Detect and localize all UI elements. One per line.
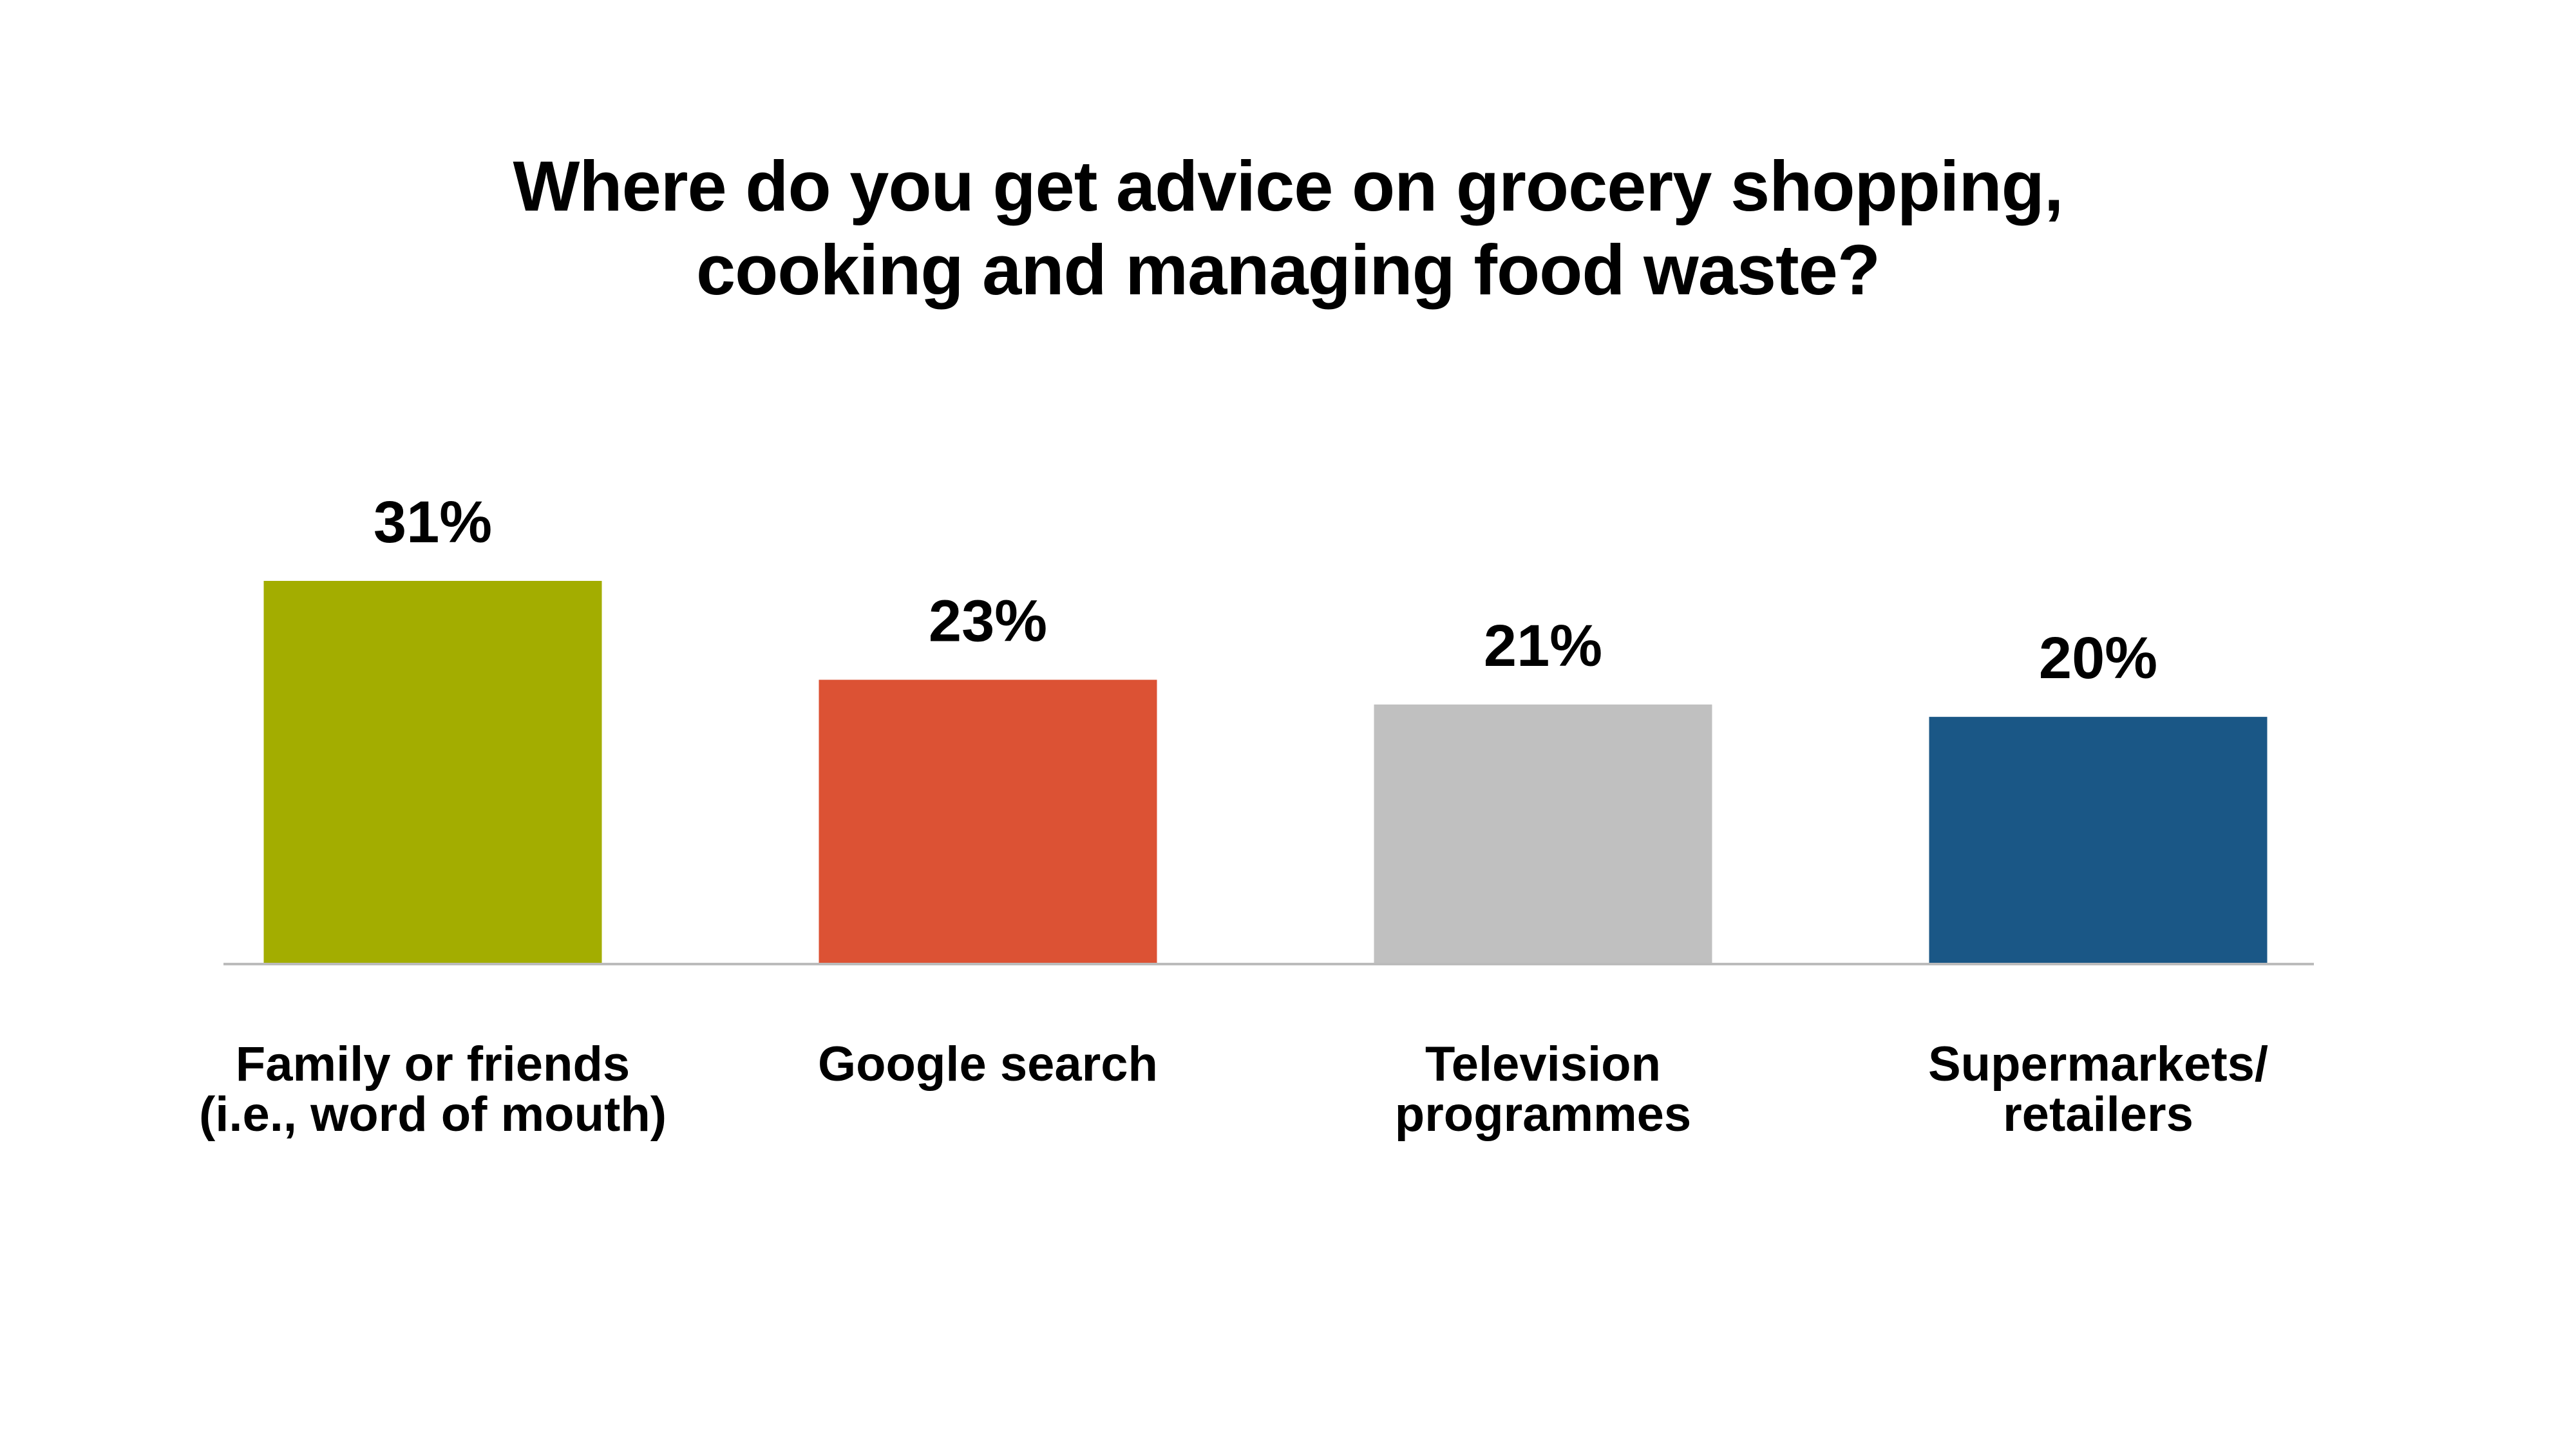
bars-layer — [263, 581, 2268, 964]
bar-0 — [263, 581, 602, 964]
category-label-3-line-1: retailers — [2003, 1087, 2193, 1142]
category-label-3: Supermarkets/retailers — [1928, 1037, 2268, 1142]
category-label-0-line-1: (i.e., word of mouth) — [199, 1087, 667, 1142]
chart-title: Where do you get advice on grocery shopp… — [0, 145, 2576, 312]
category-label-2: Television programmes — [1395, 1037, 1691, 1142]
category-label-3-line-0: Supermarkets/ — [1928, 1037, 2268, 1092]
category-label-2-line-1: programmes — [1395, 1087, 1691, 1142]
bar-3 — [1929, 717, 2268, 964]
bar-1 — [819, 679, 1157, 964]
value-label-3: 20% — [2039, 625, 2157, 691]
category-label-0-line-0: Family or friends — [236, 1037, 630, 1092]
value-label-0: 31% — [374, 489, 492, 555]
value-label-1: 23% — [929, 589, 1047, 654]
category-labels-layer: Family or friends (i.e., word of mouth) Go… — [199, 1037, 2268, 1142]
category-label-1-line-0: Google search — [818, 1037, 1158, 1092]
chart-title-line-2: cooking and managing food waste? — [696, 231, 1880, 310]
category-label-2-line-0: Television — [1425, 1037, 1661, 1092]
value-labels-layer: 31% 23% 21% 20% — [374, 489, 2157, 691]
value-label-2: 21% — [1484, 613, 1602, 679]
bar-2 — [1374, 704, 1712, 964]
category-label-1: Google search — [818, 1037, 1158, 1092]
chart-title-line-1: Where do you get advice on grocery shopp… — [513, 147, 2064, 226]
category-label-0: Family or friends (i.e., word of mouth) — [199, 1037, 667, 1142]
